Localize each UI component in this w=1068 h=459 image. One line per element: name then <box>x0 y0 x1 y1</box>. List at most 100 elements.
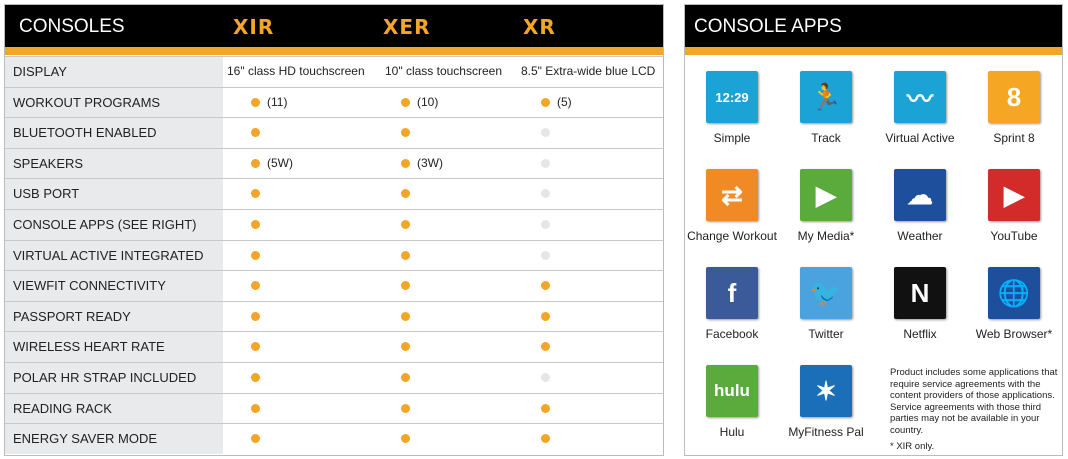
app-change-workout[interactable]: ⇄ Change Workout <box>685 169 779 243</box>
table-row: POLAR HR STRAP INCLUDED <box>5 362 663 393</box>
feature-value <box>541 118 557 147</box>
app-facebook[interactable]: f Facebook <box>685 267 779 341</box>
included-dot-icon <box>251 281 260 291</box>
accent-band <box>685 47 1062 55</box>
feature-value <box>541 210 557 239</box>
table-row: WORKOUT PROGRAMS (11) (10) (5) <box>5 86 663 118</box>
app-youtube[interactable]: ▶ YouTube <box>967 169 1061 243</box>
included-dot-icon <box>401 434 410 444</box>
value-text: (5) <box>557 94 572 109</box>
feature-value <box>251 118 267 147</box>
app-twitter[interactable]: 🐦 Twitter <box>779 267 873 341</box>
globe-icon: 🌐 <box>988 267 1040 319</box>
table-row: VIRTUAL ACTIVE INTEGRATED <box>5 239 663 271</box>
app-myfitness-pal[interactable]: ✶ MyFitness Pal <box>779 365 873 439</box>
table-row: READING RACK <box>5 392 663 424</box>
included-dot-icon <box>541 97 550 107</box>
feature-label: BLUETOOTH ENABLED <box>5 118 223 148</box>
app-label: Web Browser* <box>975 327 1053 341</box>
app-my-media[interactable]: ▶ My Media* <box>779 169 873 243</box>
runner-track-icon: 🏃 <box>800 71 852 123</box>
change-workout-icon: ⇄ <box>706 169 758 221</box>
included-dot-icon <box>541 434 550 444</box>
feature-value <box>251 424 267 453</box>
included-dot-icon <box>401 373 410 382</box>
feature-value <box>401 210 417 239</box>
app-netflix[interactable]: N Netflix <box>873 267 967 341</box>
feature-label: VIEWFIT CONNECTIVITY <box>5 271 223 301</box>
app-weather[interactable]: ☁ Weather <box>873 169 967 243</box>
feature-value: (5W) <box>251 149 293 178</box>
app-virtual-active[interactable]: 〰 Virtual Active <box>873 71 967 145</box>
cloud-icon: ☁ <box>894 169 946 221</box>
included-dot-icon <box>251 189 260 199</box>
app-hulu[interactable]: hulu Hulu <box>685 365 779 439</box>
feature-label: DISPLAY <box>5 57 223 87</box>
included-dot-icon <box>401 97 410 107</box>
not-included-dot-icon <box>541 250 550 260</box>
included-dot-icon <box>401 403 410 413</box>
not-included-dot-icon <box>541 220 550 229</box>
feature-value <box>251 363 267 392</box>
app-label: Simple <box>713 131 751 145</box>
feature-value <box>401 179 417 208</box>
feature-value <box>541 302 557 331</box>
included-dot-icon <box>541 342 550 352</box>
feature-value <box>401 302 417 331</box>
included-dot-icon <box>251 342 260 352</box>
included-dot-icon <box>401 128 410 138</box>
feature-value <box>401 271 417 300</box>
table-row: BLUETOOTH ENABLED <box>5 117 663 148</box>
accent-band <box>5 47 663 55</box>
netflix-icon: N <box>894 267 946 319</box>
facebook-icon: f <box>706 267 758 319</box>
feature-value <box>541 332 557 361</box>
included-dot-icon <box>401 158 410 168</box>
feature-label: CONSOLE APPS (SEE RIGHT) <box>5 210 223 240</box>
feature-label: ENERGY SAVER MODE <box>5 424 223 454</box>
feature-value <box>401 363 417 392</box>
app-web-browser[interactable]: 🌐 Web Browser* <box>967 267 1061 341</box>
included-dot-icon <box>251 128 260 138</box>
apps-note: Product includes some applications that … <box>890 367 1060 452</box>
feature-value: 16" class HD touchscreen <box>227 57 365 86</box>
included-dot-icon <box>541 403 550 413</box>
table-row: SPEAKERS (5W) (3W) <box>5 147 663 179</box>
included-dot-icon <box>251 373 260 382</box>
app-label: My Media* <box>797 229 855 243</box>
value-text: 8.5" Extra-wide blue LCD <box>521 64 656 78</box>
included-dot-icon <box>251 403 260 413</box>
feature-label: SPEAKERS <box>5 148 223 179</box>
twitter-icon: 🐦 <box>800 267 852 319</box>
not-included-dot-icon <box>541 189 550 199</box>
feature-label: POLAR HR STRAP INCLUDED <box>5 363 223 393</box>
feature-value <box>401 332 417 361</box>
feature-value <box>541 394 557 423</box>
included-dot-icon <box>401 189 410 199</box>
table-row: PASSPORT READY <box>5 300 663 332</box>
app-label: Facebook <box>705 327 759 341</box>
feature-value: 8.5" Extra-wide blue LCD <box>521 57 655 86</box>
feature-value <box>401 241 417 270</box>
value-text: 10" class touchscreen <box>385 64 502 78</box>
app-label: YouTube <box>990 229 1038 243</box>
app-simple[interactable]: 12:29 Simple <box>685 71 779 145</box>
app-label: Track <box>811 131 841 145</box>
feature-label: WORKOUT PROGRAMS <box>5 87 223 118</box>
included-dot-icon <box>251 250 260 260</box>
app-track[interactable]: 🏃 Track <box>779 71 873 145</box>
app-sprint-8[interactable]: 8 Sprint 8 <box>967 71 1061 145</box>
footnote: * XIR only. <box>890 440 935 452</box>
included-dot-icon <box>541 311 550 321</box>
included-dot-icon <box>401 342 410 352</box>
feature-value <box>251 179 267 208</box>
feature-value <box>541 363 557 392</box>
included-dot-icon <box>251 434 260 444</box>
myfitnesspal-icon: ✶ <box>800 365 852 417</box>
included-dot-icon <box>401 281 410 291</box>
feature-value: (5) <box>541 88 572 117</box>
included-dot-icon <box>401 250 410 260</box>
feature-value: 10" class touchscreen <box>385 57 502 86</box>
not-included-dot-icon <box>541 128 550 138</box>
road-icon: 〰 <box>894 71 946 123</box>
